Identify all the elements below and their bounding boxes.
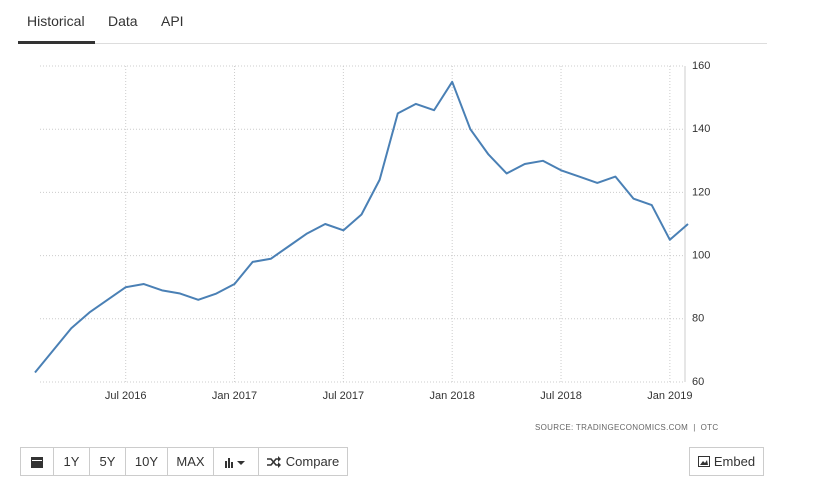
range-button[interactable]: 5Y [89, 447, 126, 476]
y-tick-label: 100 [692, 250, 710, 262]
range-button[interactable]: 10Y [125, 447, 168, 476]
tab[interactable]: Historical [27, 13, 85, 29]
x-tick-label: Jan 2019 [647, 390, 692, 402]
y-tick-label: 140 [692, 123, 710, 135]
shuffle-icon [266, 455, 281, 468]
x-tick-label: Jan 2018 [430, 390, 475, 402]
x-tick-label: Jul 2017 [323, 390, 365, 402]
y-tick-label: 80 [692, 313, 704, 325]
bar-icon [225, 457, 245, 468]
x-tick-label: Jul 2018 [540, 390, 582, 402]
compare-label: Compare [285, 454, 340, 469]
tab[interactable]: API [161, 13, 184, 29]
image-icon [697, 456, 710, 467]
tab[interactable]: Data [108, 13, 138, 29]
calendar-icon [31, 456, 43, 468]
y-tick-label: 120 [692, 186, 710, 198]
embed-button[interactable]: Embed [689, 447, 764, 476]
source: SOURCE: TRADINGECONOMICS.COM | OTC [535, 423, 719, 432]
embed-label: Embed [713, 454, 756, 469]
price-line [34, 80, 689, 374]
range-button[interactable]: 1Y [53, 447, 90, 476]
x-tick-label: Jul 2016 [105, 390, 147, 402]
tab-indicator [18, 41, 95, 44]
compare-button[interactable]: Compare [258, 447, 348, 476]
tab-divider [18, 43, 767, 44]
calendar-button[interactable] [20, 447, 54, 476]
chart-type-button[interactable] [213, 447, 259, 476]
y-tick-label: 60 [692, 376, 704, 388]
y-tick-label: 160 [692, 60, 710, 72]
chart: 60 80 100 120 140 160 Jul 2016 Jan 2017 Jul 2017… [34, 60, 710, 402]
range-button[interactable]: MAX [167, 447, 214, 476]
x-tick-label: Jan 2017 [212, 390, 257, 402]
